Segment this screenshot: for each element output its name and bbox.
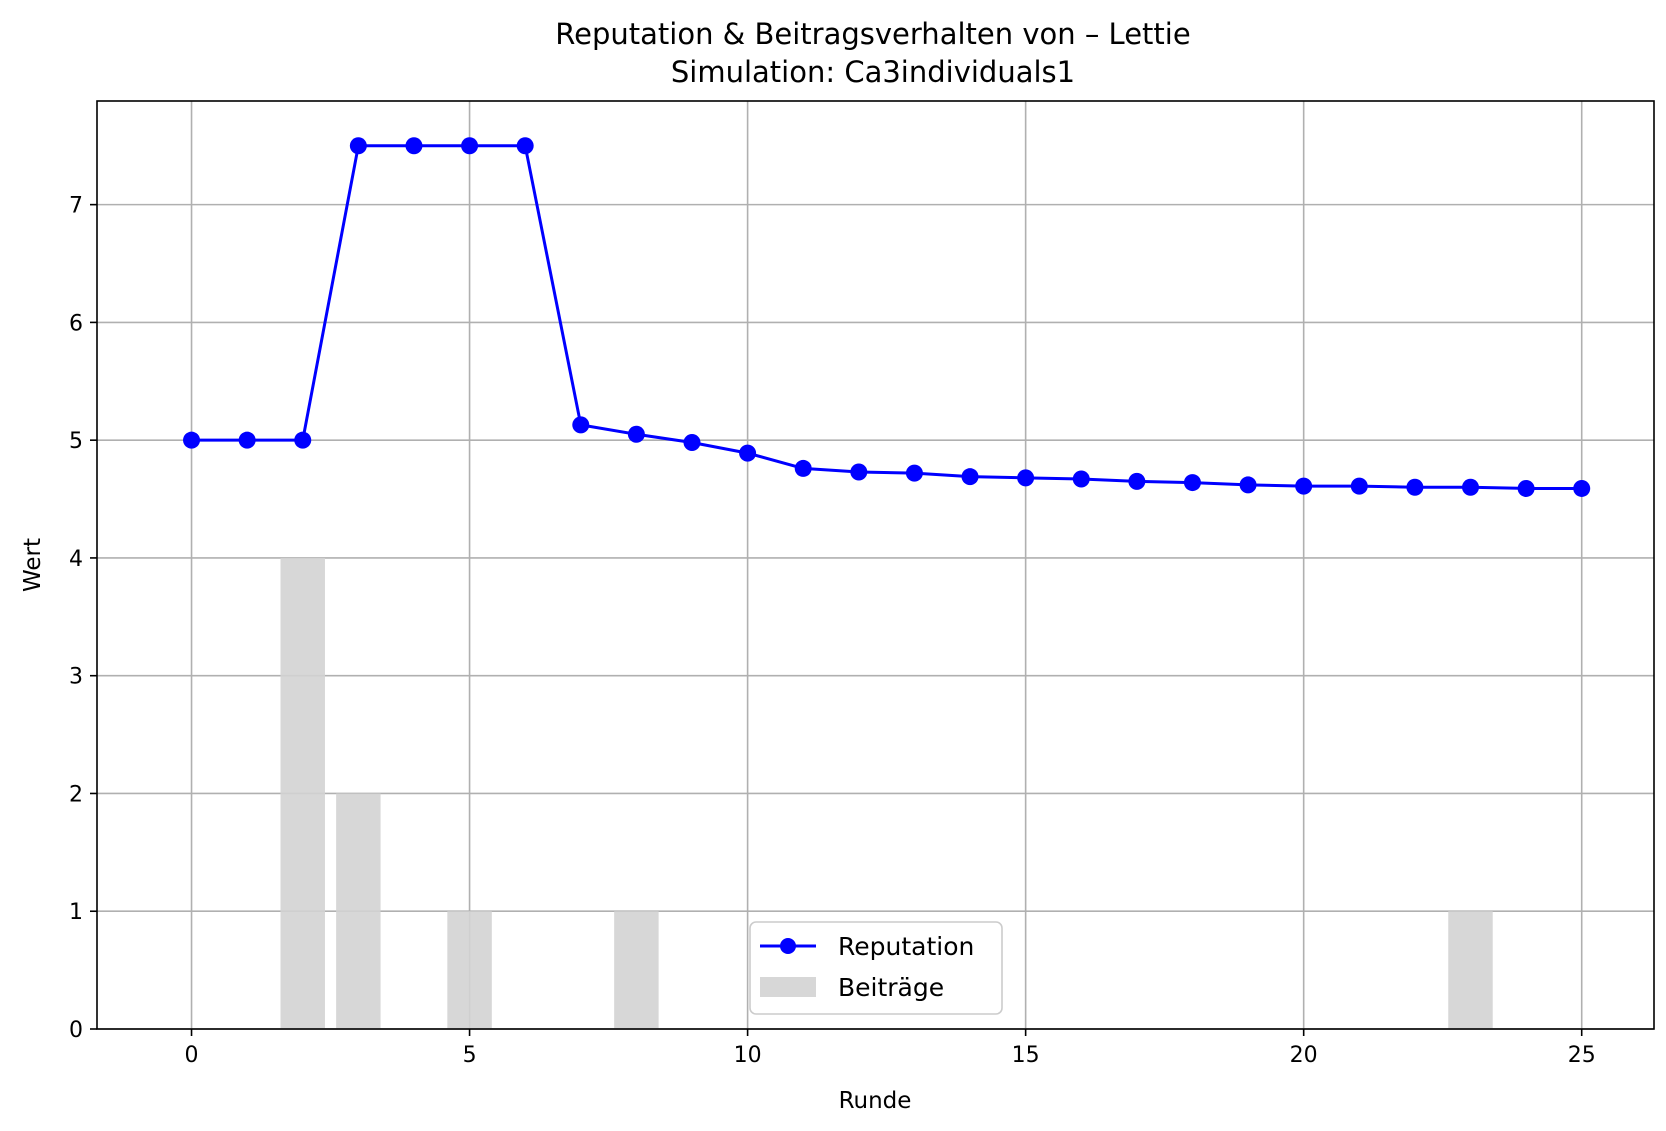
reputation-point — [1517, 479, 1535, 497]
y-tick-label: 3 — [69, 665, 83, 690]
y-tick-label: 4 — [69, 547, 83, 572]
axis-ticks: 0 5 10 15 20 25 0 1 2 3 4 5 6 7 — [69, 194, 1596, 1068]
reputation-point — [905, 464, 923, 482]
x-tick-label: 10 — [734, 1043, 762, 1068]
reputation-point — [683, 434, 701, 452]
reputation-point — [405, 137, 423, 155]
reputation-point — [627, 425, 645, 443]
reputation-point — [1183, 474, 1201, 492]
reputation-series — [183, 137, 1591, 497]
x-tick-label: 5 — [463, 1043, 477, 1068]
reputation-point — [1239, 476, 1257, 494]
y-tick-label: 2 — [69, 782, 83, 807]
x-tick-label: 0 — [185, 1043, 199, 1068]
legend-contributions-label: Beiträge — [838, 973, 944, 1002]
y-tick-label: 1 — [69, 900, 83, 925]
grid — [97, 101, 1654, 1030]
reputation-point — [461, 137, 479, 155]
legend-contributions-swatch — [760, 977, 816, 997]
contribution-bar — [336, 793, 381, 1029]
reputation-point — [1573, 479, 1591, 497]
chart-title: Reputation & Beitragsverhalten von – Let… — [555, 17, 1190, 51]
reputation-point — [516, 137, 534, 155]
reputation-point — [961, 468, 979, 486]
x-tick-label: 25 — [1568, 1043, 1596, 1068]
reputation-point — [572, 416, 590, 434]
reputation-point — [739, 444, 757, 462]
y-tick-label: 5 — [69, 429, 83, 454]
reputation-point — [850, 463, 868, 481]
x-axis-label: Runde — [839, 1088, 912, 1114]
x-tick-label: 20 — [1290, 1043, 1318, 1068]
y-tick-label: 0 — [69, 1018, 83, 1043]
reputation-point — [1295, 477, 1313, 495]
contribution-bar — [280, 557, 325, 1029]
contribution-bar — [1448, 911, 1493, 1029]
contribution-bar — [614, 911, 659, 1029]
legend-reputation-marker — [780, 938, 796, 954]
chart-subtitle: Simulation: Ca3individuals1 — [671, 55, 1075, 89]
reputation-point — [349, 137, 367, 155]
y-axis-label: Wert — [20, 538, 46, 592]
reputation-point — [794, 459, 812, 477]
x-tick-label: 15 — [1012, 1043, 1040, 1068]
reputation-point — [1461, 478, 1479, 496]
contribution-bar — [447, 911, 492, 1029]
reputation-point — [1406, 478, 1424, 496]
reputation-point — [1128, 472, 1146, 490]
y-tick-label: 7 — [69, 194, 83, 219]
reputation-point — [238, 431, 256, 449]
plot-frame — [96, 100, 1655, 1030]
reputation-point — [1072, 470, 1090, 488]
reputation-point — [1017, 469, 1035, 487]
contribution-bars — [280, 557, 1493, 1029]
legend: Reputation Beiträge — [749, 921, 1003, 1015]
reputation-point — [183, 431, 201, 449]
legend-reputation-label: Reputation — [838, 932, 974, 961]
reputation-line — [191, 144, 1582, 490]
reputation-point — [294, 431, 312, 449]
reputation-point — [1350, 477, 1368, 495]
y-tick-label: 6 — [69, 311, 83, 336]
